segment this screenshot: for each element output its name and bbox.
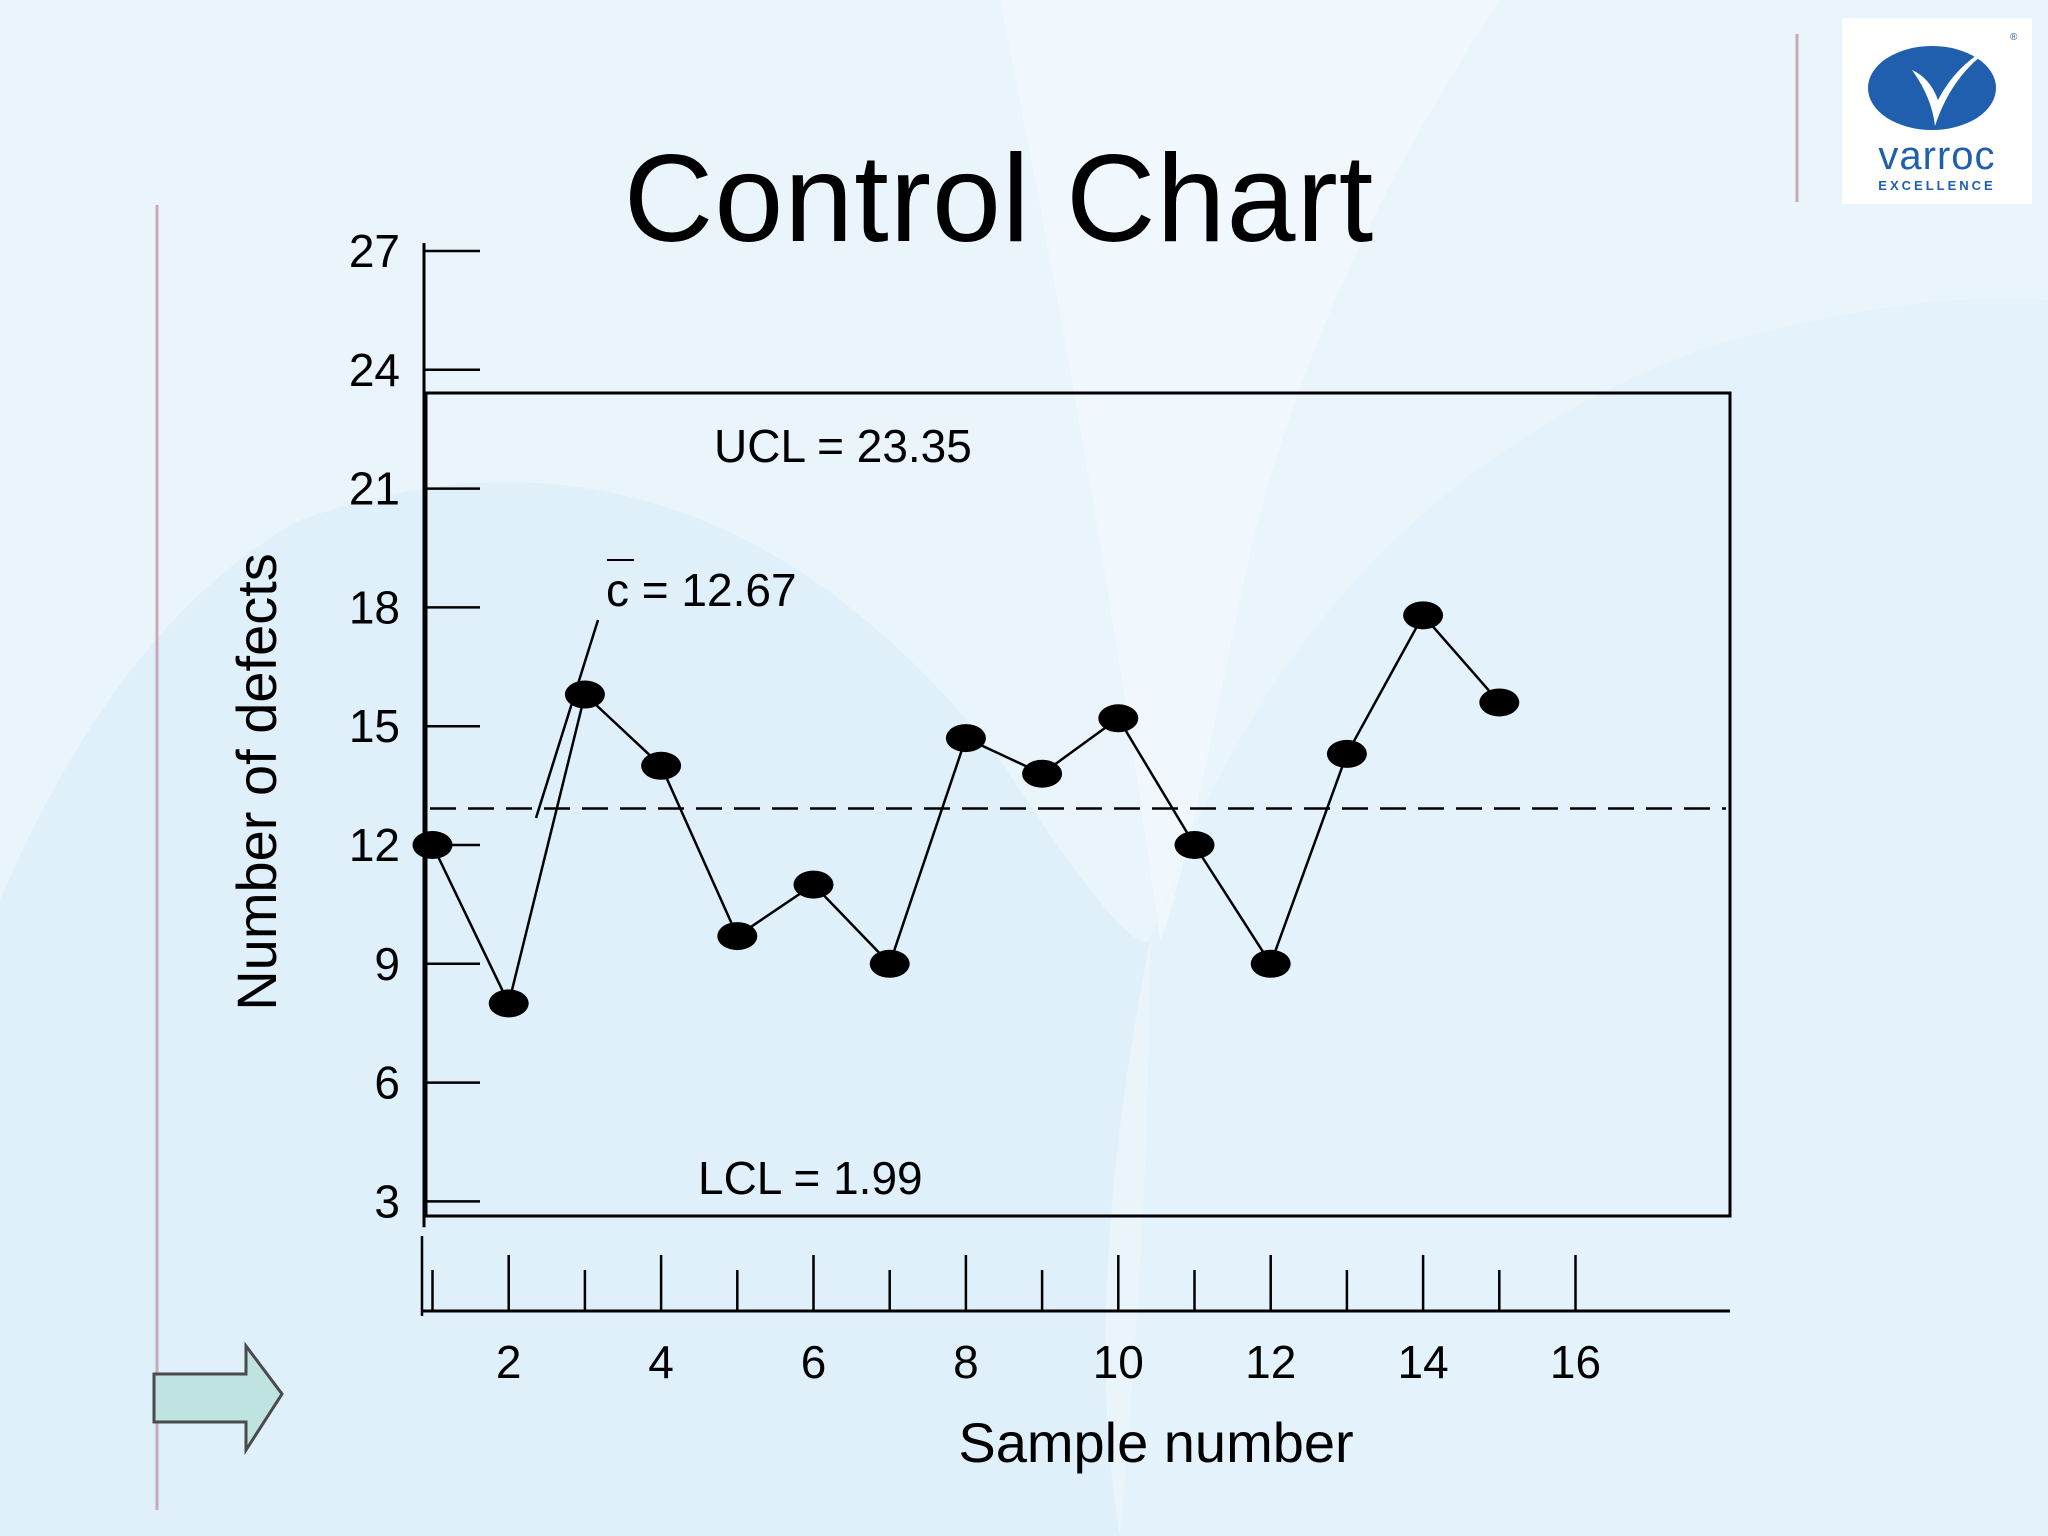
data-point-15 — [1479, 688, 1520, 717]
y-tick-label-12: 12 — [349, 819, 400, 871]
varroc-logo-icon: ® varroc EXCELLENCE — [1842, 18, 2032, 204]
y-tick-label-27: 27 — [349, 225, 400, 277]
series-segment-14 — [1422, 614, 1501, 704]
data-point-7 — [869, 949, 910, 978]
center-line-pointer — [534, 619, 600, 819]
y-tick-label-3: 3 — [374, 1175, 400, 1227]
logo-mark — [1868, 42, 2002, 130]
data-point-12 — [1250, 949, 1291, 978]
x-tick-label-12: 12 — [1245, 1336, 1296, 1388]
page-title: Control Chart — [623, 130, 1375, 268]
data-point-11 — [1174, 831, 1215, 859]
data-point-5 — [717, 922, 758, 951]
ucl-label: UCL = 23.35 — [714, 420, 972, 472]
series-segment-3 — [584, 693, 662, 767]
x-tick-label-2: 2 — [496, 1336, 522, 1388]
x-tick-label-10: 10 — [1093, 1336, 1144, 1388]
x-tick-label-14: 14 — [1398, 1336, 1449, 1388]
data-point-3 — [564, 680, 605, 709]
x-tick-label-8: 8 — [953, 1336, 979, 1388]
series-segment-10 — [1117, 717, 1196, 846]
data-point-9 — [1022, 759, 1063, 788]
y-tick-label-21: 21 — [349, 463, 400, 515]
data-point-4 — [641, 751, 682, 780]
y-axis-label: Number of defects — [225, 553, 288, 1011]
x-axis-label: Sample number — [958, 1411, 1353, 1474]
data-point-10 — [1098, 704, 1139, 733]
logo-brand: varroc — [1878, 134, 1996, 178]
center-line-label: c = 12.67 — [606, 564, 797, 616]
series-segment-12 — [1269, 753, 1349, 965]
series-segment-2 — [507, 694, 587, 1004]
series-segment-13 — [1345, 614, 1425, 755]
data-point-14 — [1403, 601, 1444, 630]
chart-labels: UCL = 23.35 LCL = 1.99 c = 12.67 Sample … — [225, 420, 1354, 1474]
y-tick-label-6: 6 — [374, 1057, 400, 1109]
y-tick-label-15: 15 — [349, 700, 400, 752]
data-point-8 — [945, 724, 986, 753]
series-segment-6 — [812, 883, 891, 965]
control-limits — [424, 391, 1732, 1218]
lcl-label: LCL = 1.99 — [698, 1152, 923, 1204]
y-tick-label-18: 18 — [349, 581, 400, 633]
y-tick-label-9: 9 — [374, 938, 400, 990]
data-point-1 — [412, 831, 453, 859]
y-tick-label-24: 24 — [349, 344, 400, 396]
data-series — [412, 601, 1520, 1018]
series-segment-11 — [1193, 844, 1272, 965]
x-tick-label-16: 16 — [1550, 1336, 1601, 1388]
series-segment-1 — [431, 844, 510, 1004]
data-point-6 — [793, 870, 834, 899]
x-tick-label-4: 4 — [648, 1336, 674, 1388]
data-point-13 — [1326, 739, 1367, 768]
series-segment-7 — [888, 737, 968, 965]
logo-tagline: EXCELLENCE — [1878, 178, 1996, 193]
control-limit-box — [424, 391, 1732, 1218]
series-segment-4 — [659, 765, 739, 937]
x-tick-label-6: 6 — [801, 1336, 827, 1388]
logo-registered: ® — [2010, 32, 2018, 43]
data-point-2 — [488, 989, 529, 1018]
next-arrow-icon[interactable] — [150, 1340, 290, 1460]
